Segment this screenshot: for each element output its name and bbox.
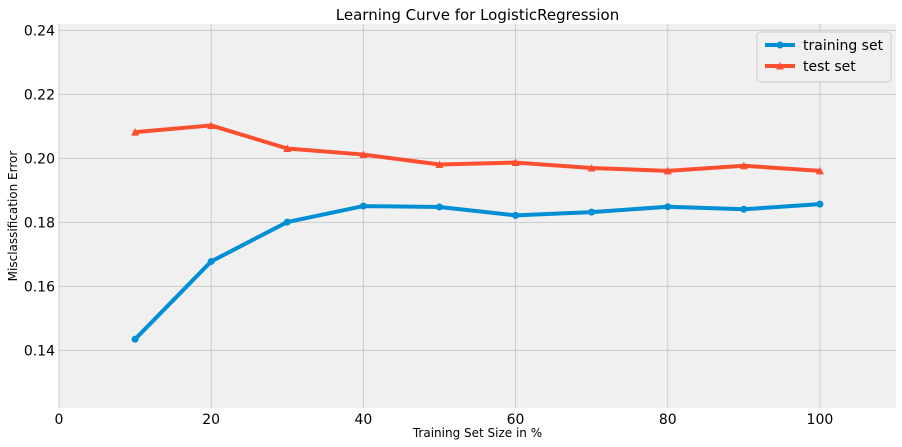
data-point-test-set — [815, 166, 824, 175]
data-point-test-set — [739, 161, 748, 170]
data-point-test-set — [587, 164, 596, 172]
plot-background — [59, 24, 896, 408]
data-point-training-set — [816, 200, 824, 208]
legend-label-test-set: test set — [803, 59, 856, 75]
series-group — [131, 121, 824, 343]
data-point-training-set — [207, 257, 215, 265]
x-tick-label: 40 — [354, 412, 372, 428]
data-point-test-set — [359, 150, 368, 159]
x-tick-label: 60 — [507, 412, 525, 428]
data-point-test-set — [663, 166, 672, 175]
legend: training set test set — [756, 31, 892, 83]
x-tick-label: 0 — [55, 412, 64, 428]
y-tick-label: 0.22 — [24, 87, 55, 103]
data-point-test-set — [435, 160, 444, 168]
legend-marker-training-set — [776, 41, 784, 49]
x-tick-label: 100 — [807, 412, 834, 428]
data-point-test-set — [131, 128, 140, 136]
y-tick-label: 0.24 — [24, 23, 55, 39]
data-point-training-set — [512, 211, 520, 219]
data-point-training-set — [359, 202, 367, 210]
data-point-training-set — [664, 203, 672, 211]
x-tick-label: 80 — [659, 412, 677, 428]
legend-marker-test-set — [776, 62, 784, 70]
grid — [58, 24, 896, 408]
data-point-test-set — [207, 121, 216, 129]
series-line-training-set — [133, 202, 822, 342]
data-point-test-set — [511, 158, 520, 167]
tick-labels: 0 20 40 60 80 100 0.14 0.16 0.18 0.20 0.22 0.24 — [24, 23, 833, 428]
data-point-training-set — [435, 203, 443, 211]
x-tick-label: 20 — [202, 412, 220, 428]
data-point-training-set — [588, 208, 596, 216]
y-axis-label: Misclassification Error — [6, 151, 20, 282]
data-point-test-set — [283, 144, 292, 152]
y-tick-label: 0.14 — [24, 343, 55, 359]
chart-title: Learning Curve for LogisticRegression — [336, 6, 619, 24]
x-axis-label: Training Set Size in % — [412, 426, 542, 440]
y-tick-label: 0.20 — [24, 151, 55, 167]
legend-label-training-set: training set — [803, 38, 884, 54]
y-tick-label: 0.18 — [24, 215, 55, 231]
data-point-training-set — [283, 218, 291, 226]
data-point-training-set — [740, 205, 748, 213]
y-tick-label: 0.16 — [24, 279, 55, 295]
data-point-training-set — [131, 335, 139, 343]
series-line-test-set — [133, 123, 822, 173]
